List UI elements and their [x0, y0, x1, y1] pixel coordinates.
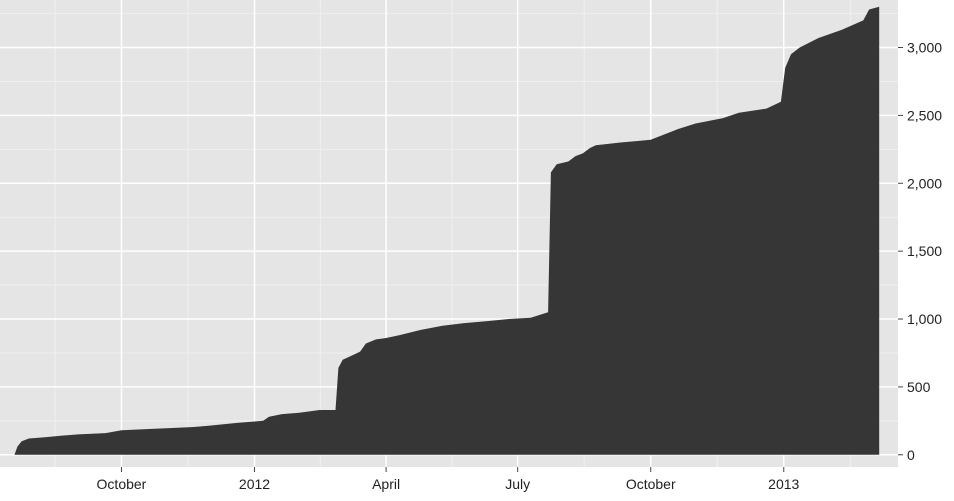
- x-tick-label: 2013: [768, 476, 799, 492]
- x-axis: October 2012 April July October 2013: [97, 467, 800, 492]
- y-tick-label: 1,500: [907, 243, 942, 259]
- cumulative-area-series: [14, 6, 880, 455]
- y-axis: 0 500 1,000 1,500 2,000 2,500 3,000: [898, 40, 942, 463]
- y-tick-label: 500: [907, 379, 931, 395]
- x-tick-label: October: [626, 476, 676, 492]
- x-tick-label: October: [97, 476, 147, 492]
- x-tick-label: July: [505, 476, 530, 492]
- y-tick-label: 0: [907, 447, 915, 463]
- y-tick-label: 2,500: [907, 107, 942, 123]
- x-tick-label: April: [372, 476, 400, 492]
- x-tick-label: 2012: [239, 476, 270, 492]
- y-tick-label: 2,000: [907, 175, 942, 191]
- y-tick-label: 1,000: [907, 311, 942, 327]
- y-tick-label: 3,000: [907, 40, 942, 56]
